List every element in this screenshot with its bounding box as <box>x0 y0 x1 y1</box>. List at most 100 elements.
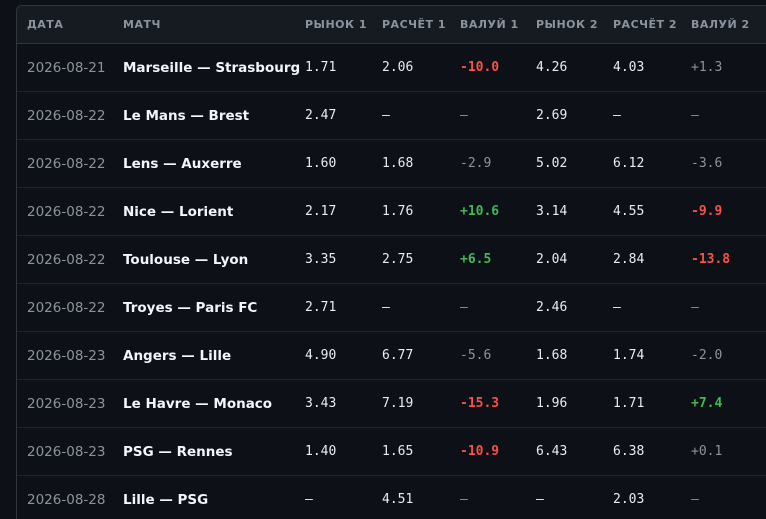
odds-cell: 6.77 <box>382 348 414 363</box>
value-cell: -3.6 <box>691 156 723 171</box>
value-cell: -15.3 <box>460 396 500 411</box>
odds-cell: 2.69 <box>536 108 568 123</box>
match-cell: PSG — Rennes <box>123 443 233 460</box>
odds-cell: 3.43 <box>305 396 337 411</box>
value-cell: +10.6 <box>460 204 500 219</box>
value-cell: — <box>460 492 468 507</box>
value-cell: — <box>460 108 468 123</box>
match-cell: Angers — Lille <box>123 347 232 364</box>
odds-cell: 3.14 <box>536 204 568 219</box>
value-cell: — <box>691 300 699 315</box>
odds-cell: 4.51 <box>382 492 414 507</box>
value-cell: +6.5 <box>460 252 492 267</box>
odds-cell: – <box>305 492 313 507</box>
odds-cell: – <box>613 108 621 123</box>
odds-cell: – <box>536 492 544 507</box>
table-row: 2026-08-23 Le Havre — Monaco 3.43 7.19 -15.3… <box>17 380 766 428</box>
header-row: ДАТА МАТЧ РЫНОК 1 РАСЧЁТ 1 ВАЛУЙ 1 РЫНОК 2 РАС… <box>17 6 766 44</box>
column-header: ВАЛУЙ 1 <box>460 18 519 31</box>
date-cell: 2026-08-22 <box>27 251 106 268</box>
table-row: 2026-08-21 Marseille — Strasbourg 1.71 2.06… <box>17 44 766 92</box>
odds-cell: 2.75 <box>382 252 414 267</box>
odds-cell: 6.38 <box>613 444 645 459</box>
date-cell: 2026-08-23 <box>27 347 106 364</box>
odds-cell: 2.06 <box>382 60 414 75</box>
date-cell: 2026-08-21 <box>27 59 106 76</box>
odds-cell: 1.68 <box>382 156 414 171</box>
match-cell: Lens — Auxerre <box>123 155 242 172</box>
odds-cell: 5.02 <box>536 156 568 171</box>
odds-cell: 1.74 <box>613 348 645 363</box>
odds-cell: 2.03 <box>613 492 645 507</box>
odds-cell: 1.60 <box>305 156 337 171</box>
date-cell: 2026-08-23 <box>27 395 106 412</box>
table-body: 2026-08-21 Marseille — Strasbourg 1.71 2.06… <box>17 44 766 519</box>
date-cell: 2026-08-22 <box>27 203 106 220</box>
column-header: РАСЧЁТ 2 <box>613 18 678 31</box>
date-cell: 2026-08-22 <box>27 155 106 172</box>
odds-cell: – <box>613 300 621 315</box>
table-row: 2026-08-22 Lens — Auxerre 1.60 1.68 -2.9 5.02… <box>17 140 766 188</box>
table: ДАТА МАТЧ РЫНОК 1 РАСЧЁТ 1 ВАЛУЙ 1 РЫНОК 2 РАС… <box>16 5 766 519</box>
column-header: РЫНОК 1 <box>305 18 367 31</box>
table-row: 2026-08-22 Nice — Lorient 2.17 1.76 +10.6 3.1… <box>17 188 766 236</box>
odds-cell: 7.19 <box>382 396 414 411</box>
odds-cell: 2.17 <box>305 204 337 219</box>
date-cell: 2026-08-28 <box>27 491 106 508</box>
value-cell: -10.0 <box>460 60 500 75</box>
table-row: 2026-08-22 Toulouse — Lyon 3.35 2.75 +6.5 2.0… <box>17 236 766 284</box>
odds-cell: 4.03 <box>613 60 645 75</box>
column-header: МАТЧ <box>123 18 161 31</box>
column-header: ДАТА <box>27 18 64 31</box>
odds-cell: 6.43 <box>536 444 568 459</box>
odds-cell: 2.04 <box>536 252 568 267</box>
date-cell: 2026-08-23 <box>27 443 106 460</box>
odds-cell: 1.71 <box>305 60 337 75</box>
value-cell: +7.4 <box>691 396 723 411</box>
table-row: 2026-08-22 Le Mans — Brest 2.47 – — 2.69 – — <box>17 92 766 140</box>
value-cell: -10.9 <box>460 444 500 459</box>
odds-cell: 1.96 <box>536 396 568 411</box>
table-row: 2026-08-22 Troyes — Paris FC 2.71 – — 2.46 – — <box>17 284 766 332</box>
odds-cell: 1.76 <box>382 204 414 219</box>
value-cell: -9.9 <box>691 204 723 219</box>
odds-cell: – <box>382 300 390 315</box>
table-row: 2026-08-23 Angers — Lille 4.90 6.77 -5.6 1.68… <box>17 332 766 380</box>
odds-cell: – <box>382 108 390 123</box>
odds-cell: 1.65 <box>382 444 414 459</box>
column-header: ВАЛУЙ 2 <box>691 18 750 31</box>
odds-cell: 1.40 <box>305 444 337 459</box>
odds-cell: 2.84 <box>613 252 645 267</box>
match-cell: Lille — PSG <box>123 491 209 508</box>
value-cell: -13.8 <box>691 252 731 267</box>
match-cell: Nice — Lorient <box>123 203 234 220</box>
odds-cell: 2.47 <box>305 108 337 123</box>
odds-cell: 6.12 <box>613 156 645 171</box>
odds-cell: 1.68 <box>536 348 568 363</box>
match-cell: Le Havre — Monaco <box>123 395 273 412</box>
table-row: 2026-08-28 Lille — PSG – 4.51 — – 2.03 — <box>17 476 766 519</box>
odds-cell: 2.71 <box>305 300 337 315</box>
value-cell: +1.3 <box>691 60 723 75</box>
value-cell: -2.0 <box>691 348 723 363</box>
value-cell: +0.1 <box>691 444 723 459</box>
odds-cell: 1.71 <box>613 396 645 411</box>
table-row: 2026-08-23 PSG — Rennes 1.40 1.65 -10.9 6.43 6… <box>17 428 766 476</box>
date-cell: 2026-08-22 <box>27 107 106 124</box>
odds-cell: 3.35 <box>305 252 337 267</box>
value-cell: — <box>691 492 699 507</box>
odds-cell: 4.26 <box>536 60 568 75</box>
column-header: РЫНОК 2 <box>536 18 598 31</box>
odds-cell: 4.90 <box>305 348 337 363</box>
value-cell: — <box>691 108 699 123</box>
match-cell: Troyes — Paris FC <box>123 299 258 316</box>
value-cell: — <box>460 300 468 315</box>
date-cell: 2026-08-22 <box>27 299 106 316</box>
match-cell: Le Mans — Brest <box>123 107 250 124</box>
value-cell: -2.9 <box>460 156 492 171</box>
column-header: РАСЧЁТ 1 <box>382 18 447 31</box>
value-cell: -5.6 <box>460 348 492 363</box>
match-cell: Toulouse — Lyon <box>123 251 249 268</box>
odds-cell: 4.55 <box>613 204 645 219</box>
